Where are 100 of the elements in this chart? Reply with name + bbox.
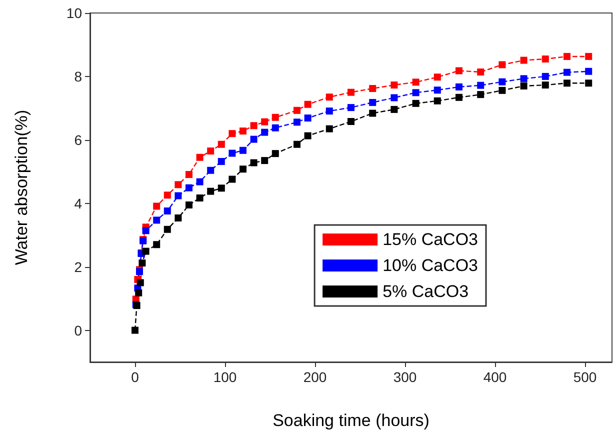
point bbox=[186, 184, 192, 192]
point bbox=[135, 289, 142, 296]
point bbox=[304, 132, 312, 140]
x-tick-label: 400 bbox=[483, 369, 507, 385]
y-axis-title: Water absorption(%) bbox=[12, 110, 31, 266]
point bbox=[520, 82, 528, 90]
point bbox=[434, 74, 441, 81]
point bbox=[272, 150, 279, 158]
point bbox=[369, 98, 376, 106]
point bbox=[207, 148, 214, 155]
x-tick-label: 200 bbox=[303, 369, 327, 385]
point bbox=[498, 78, 506, 86]
point bbox=[564, 68, 570, 76]
point bbox=[477, 68, 484, 76]
point bbox=[218, 140, 225, 148]
y-tick-label: 2 bbox=[74, 258, 82, 275]
point bbox=[542, 56, 549, 63]
point bbox=[369, 110, 376, 117]
point bbox=[186, 170, 192, 178]
point bbox=[196, 154, 204, 161]
point bbox=[348, 104, 354, 112]
point bbox=[132, 326, 138, 334]
point bbox=[196, 194, 204, 202]
point bbox=[390, 94, 398, 102]
point bbox=[174, 214, 182, 222]
point bbox=[456, 83, 462, 90]
point bbox=[294, 106, 300, 114]
point bbox=[477, 91, 484, 98]
y-tick-label: 6 bbox=[74, 132, 82, 148]
point bbox=[240, 166, 246, 173]
point bbox=[434, 97, 441, 104]
legend-label: 10% CaCO3 bbox=[382, 256, 478, 275]
point bbox=[520, 75, 528, 82]
point bbox=[412, 78, 420, 86]
point bbox=[564, 52, 570, 60]
point bbox=[153, 241, 160, 248]
point bbox=[294, 140, 300, 148]
point bbox=[412, 89, 420, 96]
point bbox=[304, 114, 312, 122]
point bbox=[326, 108, 333, 115]
point bbox=[196, 178, 204, 186]
point bbox=[326, 125, 333, 132]
point bbox=[261, 157, 268, 164]
point bbox=[174, 192, 182, 200]
point bbox=[186, 201, 192, 208]
point bbox=[585, 52, 592, 60]
point bbox=[164, 226, 171, 233]
point bbox=[498, 86, 506, 94]
point bbox=[390, 82, 398, 89]
point bbox=[477, 82, 484, 89]
point bbox=[142, 227, 150, 234]
x-tick-label: 300 bbox=[393, 369, 417, 385]
point bbox=[250, 159, 258, 166]
x-axis-title: Soaking time (hours) bbox=[272, 411, 430, 430]
x-tick-label: 100 bbox=[213, 369, 237, 385]
point bbox=[174, 181, 182, 188]
point bbox=[304, 100, 312, 108]
point bbox=[240, 146, 246, 154]
point bbox=[456, 67, 462, 74]
point bbox=[261, 128, 268, 136]
point bbox=[136, 279, 144, 286]
point bbox=[564, 80, 570, 87]
point bbox=[228, 150, 236, 157]
point bbox=[272, 124, 279, 132]
point bbox=[138, 260, 146, 267]
point bbox=[218, 158, 225, 165]
point bbox=[348, 118, 354, 126]
y-tick-label: 4 bbox=[74, 195, 82, 212]
point bbox=[498, 61, 506, 68]
point bbox=[207, 188, 214, 195]
point bbox=[456, 94, 462, 101]
point bbox=[369, 85, 376, 92]
point bbox=[240, 128, 246, 135]
point bbox=[218, 184, 225, 192]
point bbox=[434, 86, 441, 94]
point bbox=[250, 136, 258, 143]
y-tick-label: 8 bbox=[74, 68, 82, 84]
point bbox=[164, 192, 171, 199]
point bbox=[153, 216, 160, 224]
legend-label: 15% CaCO3 bbox=[382, 230, 478, 249]
point bbox=[228, 176, 236, 183]
y-tick-label: 10 bbox=[66, 5, 82, 21]
x-tick-label: 0 bbox=[131, 369, 140, 385]
point bbox=[164, 207, 171, 214]
point bbox=[294, 118, 300, 126]
point bbox=[261, 118, 268, 126]
point bbox=[542, 72, 549, 80]
point bbox=[228, 130, 236, 138]
point bbox=[585, 80, 592, 87]
point bbox=[542, 82, 549, 89]
point bbox=[207, 166, 214, 174]
y-tick-label: 0 bbox=[74, 322, 82, 338]
point bbox=[142, 248, 150, 255]
point bbox=[153, 202, 160, 210]
point bbox=[390, 106, 398, 113]
point bbox=[250, 122, 258, 130]
point bbox=[412, 100, 420, 107]
point bbox=[520, 56, 528, 64]
point bbox=[272, 114, 279, 121]
x-tick-label: 500 bbox=[573, 369, 597, 385]
